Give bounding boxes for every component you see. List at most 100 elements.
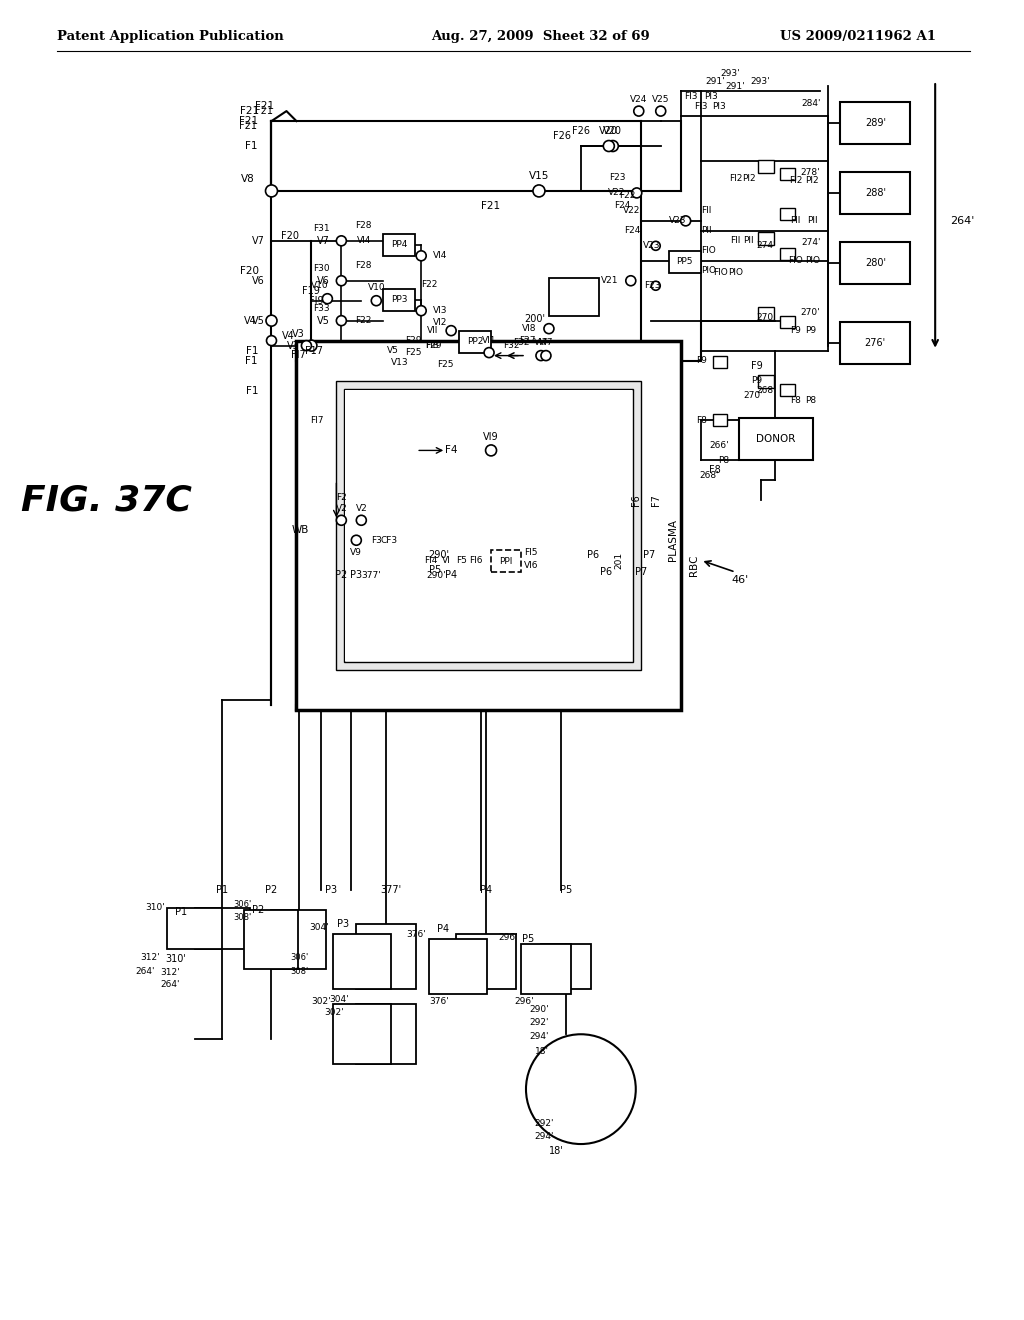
Text: 200': 200' xyxy=(524,314,545,323)
Bar xyxy=(383,289,415,310)
Text: 288': 288' xyxy=(865,187,886,198)
Text: VII: VII xyxy=(427,326,438,335)
Bar xyxy=(296,341,681,710)
Text: FI4: FI4 xyxy=(425,556,438,565)
Text: F22: F22 xyxy=(620,191,636,201)
Text: 296': 296' xyxy=(499,933,518,942)
Text: 266': 266' xyxy=(709,441,729,450)
Circle shape xyxy=(655,106,666,116)
Text: F30: F30 xyxy=(312,264,330,273)
Text: F4: F4 xyxy=(444,445,458,455)
Circle shape xyxy=(301,341,311,351)
Bar xyxy=(780,248,796,260)
Text: 293': 293' xyxy=(721,69,740,78)
Bar xyxy=(841,322,910,363)
Text: 294': 294' xyxy=(535,1131,554,1140)
Circle shape xyxy=(336,276,346,285)
Text: PP5: PP5 xyxy=(677,257,693,267)
Text: 201: 201 xyxy=(614,552,624,569)
Text: 292': 292' xyxy=(529,1018,549,1027)
Text: 290': 290' xyxy=(428,550,450,560)
Bar xyxy=(345,389,632,661)
Text: P6: P6 xyxy=(587,550,599,560)
Text: F26: F26 xyxy=(571,125,590,136)
Text: P7: P7 xyxy=(643,550,655,560)
Text: P4: P4 xyxy=(445,570,457,581)
Text: VI7: VI7 xyxy=(534,338,548,347)
Circle shape xyxy=(541,351,551,360)
Text: FI7: FI7 xyxy=(291,350,306,359)
Text: 291': 291' xyxy=(706,77,725,86)
Bar xyxy=(195,908,250,949)
Bar xyxy=(841,102,910,144)
Circle shape xyxy=(416,306,426,315)
Text: 302': 302' xyxy=(325,1007,344,1016)
Text: 302': 302' xyxy=(311,997,332,1006)
Text: 376': 376' xyxy=(407,931,426,939)
Text: F6: F6 xyxy=(631,495,641,506)
Text: 270': 270' xyxy=(742,391,763,400)
Circle shape xyxy=(336,315,346,326)
Text: F21: F21 xyxy=(240,116,258,127)
Text: 310': 310' xyxy=(145,903,165,912)
Text: FI7: FI7 xyxy=(310,416,324,425)
Circle shape xyxy=(356,515,367,525)
Text: 312': 312' xyxy=(160,968,179,977)
Circle shape xyxy=(536,351,546,360)
Text: US 2009/0211962 A1: US 2009/0211962 A1 xyxy=(780,30,937,42)
Text: Patent Application Publication: Patent Application Publication xyxy=(57,30,284,42)
Text: FI6: FI6 xyxy=(469,556,483,565)
Text: F8: F8 xyxy=(695,416,707,425)
Text: 296': 296' xyxy=(514,997,534,1006)
Text: V13: V13 xyxy=(390,358,408,367)
Text: F28: F28 xyxy=(354,222,372,231)
Circle shape xyxy=(607,140,618,152)
Bar xyxy=(541,944,591,990)
Text: FI2: FI2 xyxy=(729,174,742,183)
Text: F29: F29 xyxy=(404,337,421,345)
Text: P5: P5 xyxy=(429,565,441,576)
Text: 264': 264' xyxy=(950,216,975,226)
Bar xyxy=(429,940,487,994)
Text: F21: F21 xyxy=(241,106,259,116)
Bar xyxy=(334,1005,391,1064)
Text: 268': 268' xyxy=(756,385,775,395)
Text: 18': 18' xyxy=(549,1146,563,1156)
Text: V5: V5 xyxy=(387,346,399,355)
Bar xyxy=(713,414,727,426)
Bar xyxy=(456,935,516,990)
Text: P6: P6 xyxy=(600,568,612,577)
Text: 304': 304' xyxy=(309,923,330,932)
Text: P4: P4 xyxy=(437,924,450,935)
Bar xyxy=(344,388,633,663)
Bar xyxy=(780,384,796,396)
Text: V22: V22 xyxy=(608,189,626,198)
Text: PP3: PP3 xyxy=(391,296,408,304)
Circle shape xyxy=(266,335,276,346)
Circle shape xyxy=(681,216,690,226)
Text: 270': 270' xyxy=(756,313,775,322)
Bar xyxy=(738,418,813,461)
Text: PLASMA: PLASMA xyxy=(668,519,678,561)
Bar xyxy=(758,375,774,388)
Text: 290': 290' xyxy=(529,1005,549,1014)
Bar xyxy=(758,232,774,244)
Circle shape xyxy=(265,185,278,197)
Text: P1: P1 xyxy=(215,884,227,895)
Bar xyxy=(492,550,521,572)
Circle shape xyxy=(532,185,545,197)
Text: PIO: PIO xyxy=(805,256,820,265)
Text: F1: F1 xyxy=(246,346,258,355)
Text: P5: P5 xyxy=(560,884,572,895)
Text: F8: F8 xyxy=(709,466,721,475)
Text: V6: V6 xyxy=(316,276,330,285)
Text: VI6: VI6 xyxy=(523,561,539,570)
Bar xyxy=(780,168,796,180)
Text: PI3: PI3 xyxy=(712,102,725,111)
Bar xyxy=(841,172,910,214)
Text: V4: V4 xyxy=(244,315,257,326)
Text: 308': 308' xyxy=(291,966,308,975)
Text: FIO: FIO xyxy=(788,256,803,265)
Text: P9: P9 xyxy=(805,326,816,335)
Text: 289': 289' xyxy=(865,117,886,128)
